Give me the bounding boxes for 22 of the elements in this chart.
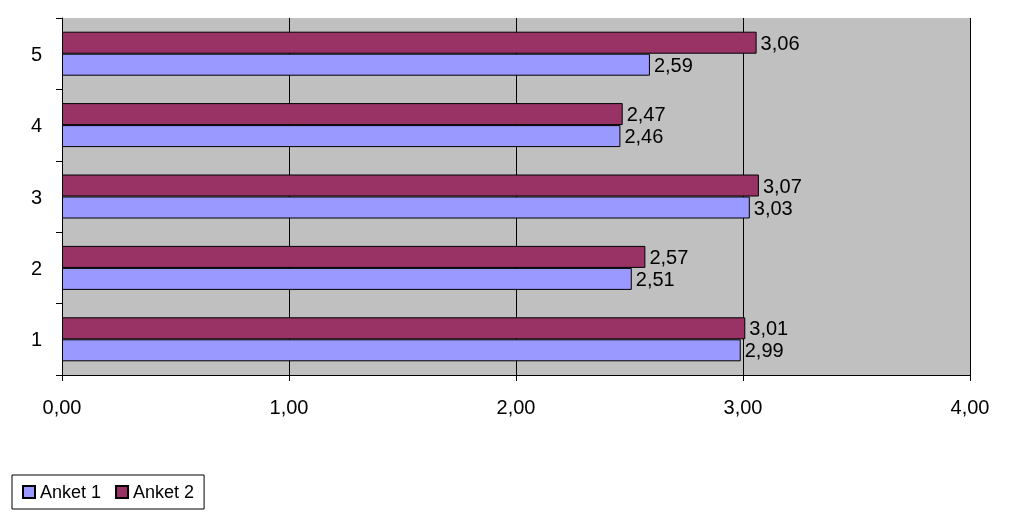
y-tick-label: 5 <box>30 42 42 65</box>
x-tick-label: 0,00 <box>42 396 82 418</box>
x-tick-label: 4,00 <box>950 396 990 418</box>
data-label: 2,46 <box>624 125 664 148</box>
y-tick-label: 2 <box>30 256 42 279</box>
legend-label: Anket 1 <box>40 482 102 502</box>
data-label: 3,06 <box>760 31 800 54</box>
data-label: 2,51 <box>635 267 675 290</box>
x-tick-label: 1,00 <box>269 396 309 418</box>
y-tick-label: 3 <box>30 185 42 208</box>
data-label: 2,47 <box>626 103 666 126</box>
data-label: 3,03 <box>753 196 793 219</box>
data-label: 2,99 <box>744 339 784 362</box>
x-tick-label: 3,00 <box>723 396 763 418</box>
data-label: 2,59 <box>653 53 693 76</box>
y-tick-label: 4 <box>30 114 42 137</box>
data-label: 3,01 <box>749 317 789 340</box>
data-label: 2,57 <box>649 245 689 268</box>
data-label: 3,07 <box>762 174 802 197</box>
y-tick-label: 1 <box>30 328 42 351</box>
legend-label: Anket 2 <box>133 482 195 502</box>
x-tick-label: 2,00 <box>496 396 536 418</box>
